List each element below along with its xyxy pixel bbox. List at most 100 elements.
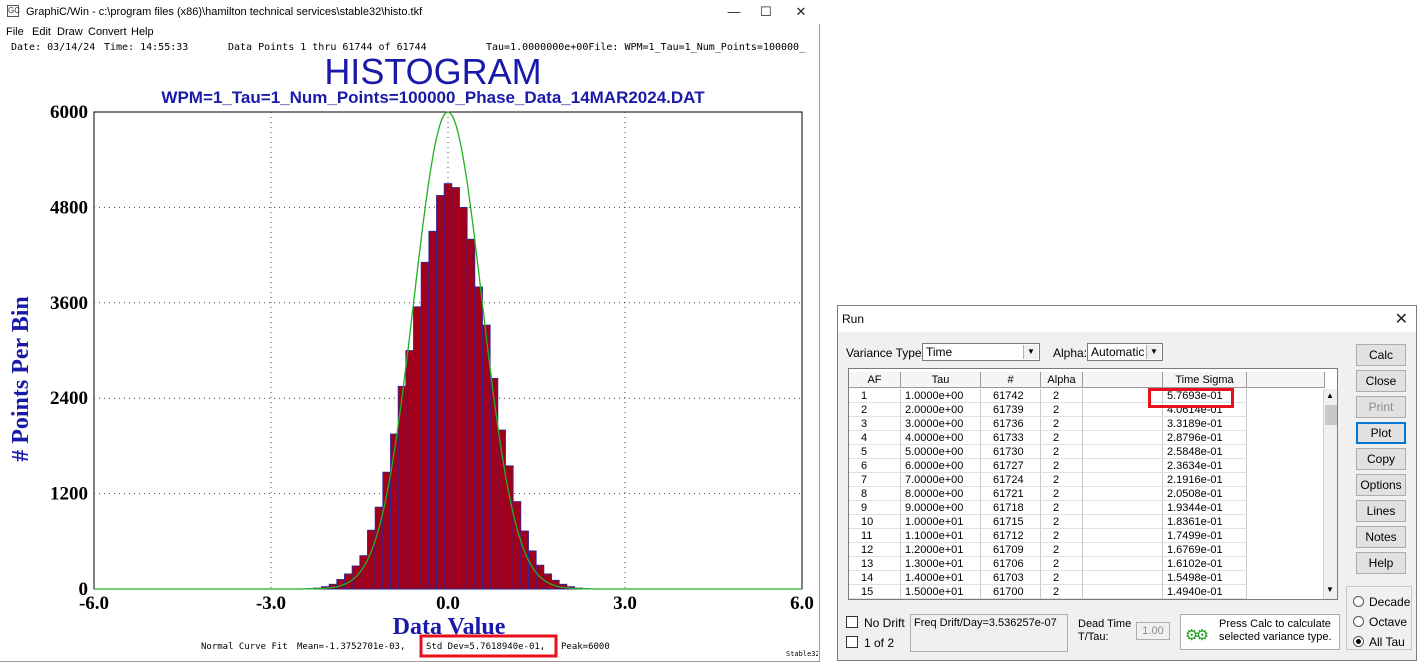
y-tick-label: 2400 bbox=[50, 388, 88, 409]
scroll-down-icon[interactable]: ▼ bbox=[1326, 585, 1334, 594]
histogram-bar bbox=[405, 350, 414, 590]
histogram-bar bbox=[474, 286, 483, 590]
histogram-bar bbox=[359, 555, 368, 590]
table-cell: 2.0508e-01 bbox=[1163, 487, 1247, 501]
y-tick-label: 1200 bbox=[50, 484, 88, 505]
options-button[interactable]: Options bbox=[1356, 474, 1406, 496]
variance-type-select[interactable]: Time ▼ bbox=[922, 343, 1040, 361]
radio-all-tau[interactable]: All Tau bbox=[1353, 635, 1405, 649]
table-row[interactable]: 6 6.0000e+00 61727 2 2.3634e-01 bbox=[849, 459, 1327, 473]
table-cell: 5.0000e+00 bbox=[901, 445, 981, 459]
copy-button[interactable]: Copy bbox=[1356, 448, 1406, 470]
lines-button[interactable]: Lines bbox=[1356, 500, 1406, 522]
menu-draw[interactable]: Draw bbox=[57, 26, 83, 38]
histogram-bar bbox=[489, 377, 499, 590]
table-row[interactable]: 14 1.4000e+01 61703 2 1.5498e-01 bbox=[849, 571, 1327, 585]
radio-octave[interactable]: Octave bbox=[1353, 615, 1407, 629]
table-cell: 8.0000e+00 bbox=[901, 487, 981, 501]
no-drift-checkbox[interactable]: No Drift bbox=[846, 616, 905, 630]
radio-all-tau-label: All Tau bbox=[1369, 635, 1405, 649]
chart-title: HISTOGRAM bbox=[324, 51, 541, 92]
table-cell bbox=[1083, 515, 1163, 529]
table-cell: 14 bbox=[849, 571, 901, 585]
radio-dot bbox=[1353, 596, 1364, 607]
one-of-two-checkbox[interactable]: 1 of 2 bbox=[846, 636, 894, 650]
table-cell: 1.9344e-01 bbox=[1163, 501, 1247, 515]
menu-help[interactable]: Help bbox=[131, 26, 154, 38]
scroll-up-icon[interactable]: ▲ bbox=[1326, 391, 1334, 400]
close-button[interactable]: ✕ bbox=[795, 4, 807, 19]
table-row[interactable]: 5 5.0000e+00 61730 2 2.5848e-01 bbox=[849, 445, 1327, 459]
table-row[interactable]: 10 1.0000e+01 61715 2 1.8361e-01 bbox=[849, 515, 1327, 529]
menu-edit[interactable]: Edit bbox=[32, 26, 51, 38]
histogram-bar bbox=[459, 206, 468, 590]
scroll-thumb[interactable] bbox=[1325, 405, 1337, 425]
table-cell: 1.6102e-01 bbox=[1163, 557, 1247, 571]
table-cell: 2 bbox=[1041, 543, 1083, 557]
radio-octave-label: Octave bbox=[1369, 615, 1408, 629]
table-row[interactable]: 11 1.1000e+01 61712 2 1.7499e-01 bbox=[849, 529, 1327, 543]
table-cell bbox=[1083, 403, 1163, 417]
histogram-bar bbox=[367, 529, 376, 590]
table-cell bbox=[1083, 431, 1163, 445]
grid-column-header[interactable]: Alpha bbox=[1041, 372, 1083, 388]
histogram-plot: Date: 03/14/24 Time: 14:55:33 Data Point… bbox=[8, 42, 818, 658]
table-cell: 61727 bbox=[981, 459, 1041, 473]
table-cell: 1.8361e-01 bbox=[1163, 515, 1247, 529]
menu-convert[interactable]: Convert bbox=[88, 26, 127, 38]
grid-column-header[interactable]: AF bbox=[849, 372, 901, 388]
table-cell: 10 bbox=[849, 515, 901, 529]
table-row[interactable]: 8 8.0000e+00 61721 2 2.0508e-01 bbox=[849, 487, 1327, 501]
table-row[interactable]: 1 1.0000e+00 61742 2 5.7693e-01 bbox=[849, 389, 1327, 403]
close-button[interactable]: Close bbox=[1356, 370, 1406, 392]
plot-button[interactable]: Plot bbox=[1356, 422, 1406, 444]
grid-column-header[interactable]: # bbox=[981, 372, 1041, 388]
histogram-bar bbox=[413, 306, 422, 590]
table-row[interactable]: 3 3.0000e+00 61736 2 3.3189e-01 bbox=[849, 417, 1327, 431]
table-row[interactable]: 15 1.5000e+01 61700 2 1.4940e-01 bbox=[849, 585, 1327, 599]
menu-file[interactable]: File bbox=[6, 26, 24, 38]
table-cell: 61733 bbox=[981, 431, 1041, 445]
normal-curve-line bbox=[94, 111, 802, 590]
table-cell: 2.0000e+00 bbox=[901, 403, 981, 417]
run-close-icon[interactable]: ✕ bbox=[1394, 311, 1408, 328]
dead-time-input[interactable]: 1.00 bbox=[1136, 622, 1170, 640]
table-cell: 1.4000e+01 bbox=[901, 571, 981, 585]
table-cell: 61724 bbox=[981, 473, 1041, 487]
print-button[interactable]: Print bbox=[1356, 396, 1406, 418]
grid-column-header[interactable] bbox=[1083, 372, 1163, 388]
app-icon: GC bbox=[7, 5, 20, 17]
time-label: Time: 14:55:33 bbox=[104, 42, 188, 53]
table-cell bbox=[1083, 529, 1163, 543]
results-grid[interactable]: AF Tau # Alpha Time Sigma 1 1.0000e+00 61742 2 5… bbox=[848, 368, 1338, 600]
table-cell: 8 bbox=[849, 487, 901, 501]
fit-label: Normal Curve Fit bbox=[201, 642, 288, 652]
maximize-button[interactable]: ☐ bbox=[760, 4, 772, 19]
y-tick-label: 3600 bbox=[50, 293, 88, 314]
calc-button[interactable]: Calc bbox=[1356, 344, 1406, 366]
table-cell: 1.5000e+01 bbox=[901, 585, 981, 599]
minimize-button[interactable]: — bbox=[727, 4, 741, 19]
help-button[interactable]: Help bbox=[1356, 552, 1406, 574]
mean-label: Mean=-1.3752701e-03, bbox=[297, 642, 405, 652]
chevron-down-icon: ▼ bbox=[1146, 345, 1161, 359]
date-label: Date: 03/14/24 bbox=[11, 42, 95, 53]
grid-scrollbar[interactable]: ▲ ▼ bbox=[1323, 389, 1337, 599]
table-row[interactable]: 2 2.0000e+00 61739 2 4.0614e-01 bbox=[849, 403, 1327, 417]
table-cell bbox=[1083, 445, 1163, 459]
grid-column-header[interactable]: Tau bbox=[901, 372, 981, 388]
alpha-select[interactable]: Automatic ▼ bbox=[1087, 343, 1163, 361]
table-cell: 2 bbox=[1041, 487, 1083, 501]
graphic-window: GC GraphiC/Win - c:\program files (x86)\… bbox=[0, 0, 820, 662]
table-row[interactable]: 4 4.0000e+00 61733 2 2.8796e-01 bbox=[849, 431, 1327, 445]
title-bar: GC GraphiC/Win - c:\program files (x86)\… bbox=[0, 0, 820, 24]
table-row[interactable]: 13 1.3000e+01 61706 2 1.6102e-01 bbox=[849, 557, 1327, 571]
table-cell: 61730 bbox=[981, 445, 1041, 459]
window-title: GraphiC/Win - c:\program files (x86)\ham… bbox=[26, 6, 423, 18]
table-row[interactable]: 9 9.0000e+00 61718 2 1.9344e-01 bbox=[849, 501, 1327, 515]
table-row[interactable]: 7 7.0000e+00 61724 2 2.1916e-01 bbox=[849, 473, 1327, 487]
radio-decade[interactable]: Decade bbox=[1353, 595, 1410, 609]
notes-button[interactable]: Notes bbox=[1356, 526, 1406, 548]
grid-column-header[interactable]: Time Sigma bbox=[1163, 372, 1247, 388]
table-row[interactable]: 12 1.2000e+01 61709 2 1.6769e-01 bbox=[849, 543, 1327, 557]
